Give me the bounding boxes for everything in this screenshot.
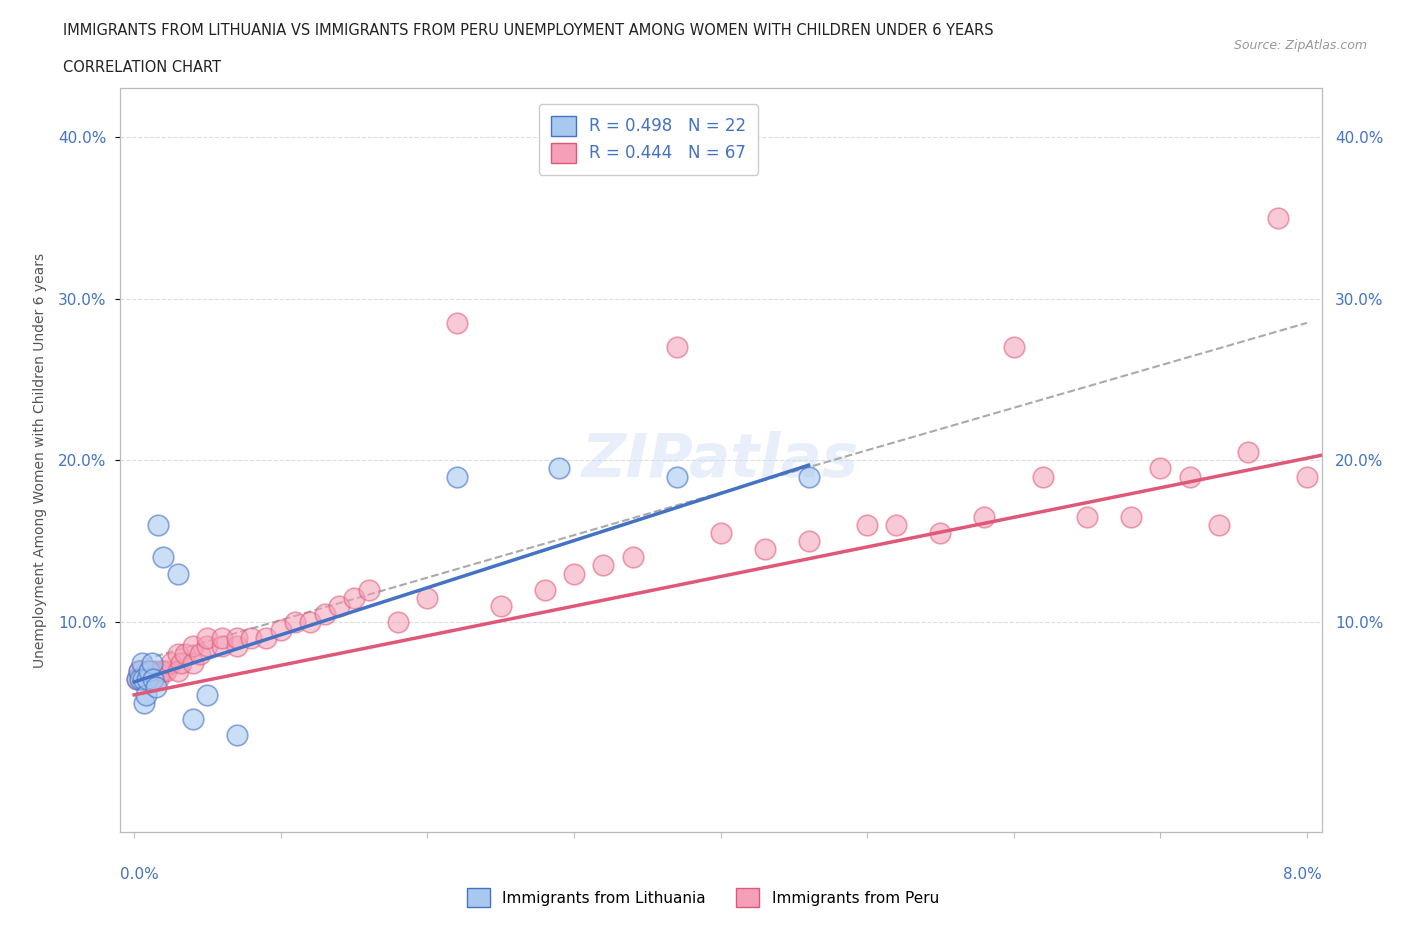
Point [592,558,614,573]
Point [127,671,149,686]
Point [128,663,150,678]
Y-axis label: Unemployment Among Women with Children Under 6 years: Unemployment Among Women with Children U… [32,253,46,668]
Point [1178,469,1201,484]
Point [142,671,165,686]
Point [225,631,247,645]
Point [1076,510,1098,525]
Point [446,469,468,484]
Point [155,663,177,678]
Point [446,315,468,330]
Point [167,647,190,662]
Point [754,542,776,557]
Point [134,671,156,686]
Point [131,663,153,678]
Point [142,671,165,686]
Point [136,671,159,686]
Point [254,631,277,645]
Point [181,639,204,654]
Point [135,687,157,702]
Point [211,639,233,654]
Point [314,606,336,621]
Point [132,671,155,686]
Point [145,663,167,678]
Point [489,599,512,614]
Point [1149,461,1171,476]
Point [886,518,908,533]
Point [197,687,219,702]
Point [1119,510,1142,525]
Point [159,655,181,670]
Point [141,655,163,670]
Text: Source: ZipAtlas.com: Source: ZipAtlas.com [1233,39,1367,52]
Point [174,647,197,662]
Point [136,671,159,686]
Text: IMMIGRANTS FROM LITHUANIA VS IMMIGRANTS FROM PERU UNEMPLOYMENT AMONG WOMEN WITH : IMMIGRANTS FROM LITHUANIA VS IMMIGRANTS … [63,23,994,38]
Point [856,518,879,533]
Point [797,534,820,549]
Point [328,599,350,614]
Point [167,566,190,581]
Point [134,696,156,711]
Point [129,671,152,686]
Point [225,728,247,743]
Point [797,469,820,484]
Point [387,615,409,630]
Point [1002,339,1025,354]
Point [127,671,149,686]
Point [135,663,157,678]
Point [181,711,204,726]
Point [621,550,644,565]
Point [139,671,162,686]
Point [343,591,366,605]
Point [1032,469,1054,484]
Point [665,339,688,354]
Text: CORRELATION CHART: CORRELATION CHART [63,60,221,75]
Point [929,525,952,540]
Legend: Immigrants from Lithuania, Immigrants from Peru: Immigrants from Lithuania, Immigrants fr… [461,883,945,913]
Point [146,518,169,533]
Text: 8.0%: 8.0% [1282,867,1322,882]
Point [152,550,174,565]
Point [240,631,263,645]
Point [562,566,585,581]
Point [167,663,190,678]
Point [1324,711,1347,726]
Point [1267,210,1289,225]
Point [533,582,555,597]
Point [146,671,169,686]
Point [170,655,193,670]
Text: ZIPatlas: ZIPatlas [582,431,859,490]
Point [129,671,152,686]
Point [710,525,733,540]
Point [141,663,163,678]
Text: 0.0%: 0.0% [120,867,159,882]
Point [299,615,322,630]
Point [416,591,439,605]
Point [211,631,233,645]
Point [138,663,160,678]
Point [225,639,247,654]
Point [145,679,167,694]
Point [1296,469,1319,484]
Point [197,631,219,645]
Point [665,469,688,484]
Point [149,663,172,678]
Point [181,655,204,670]
Legend: R = 0.498   N = 22, R = 0.444   N = 67: R = 0.498 N = 22, R = 0.444 N = 67 [538,104,758,175]
Point [138,663,160,678]
Point [284,615,307,630]
Point [128,663,150,678]
Point [131,655,153,670]
Point [197,639,219,654]
Point [548,461,571,476]
Point [132,671,155,686]
Point [188,647,211,662]
Point [152,663,174,678]
Point [270,623,292,638]
Point [1237,445,1260,459]
Point [357,582,380,597]
Point [973,510,995,525]
Point [1208,518,1230,533]
